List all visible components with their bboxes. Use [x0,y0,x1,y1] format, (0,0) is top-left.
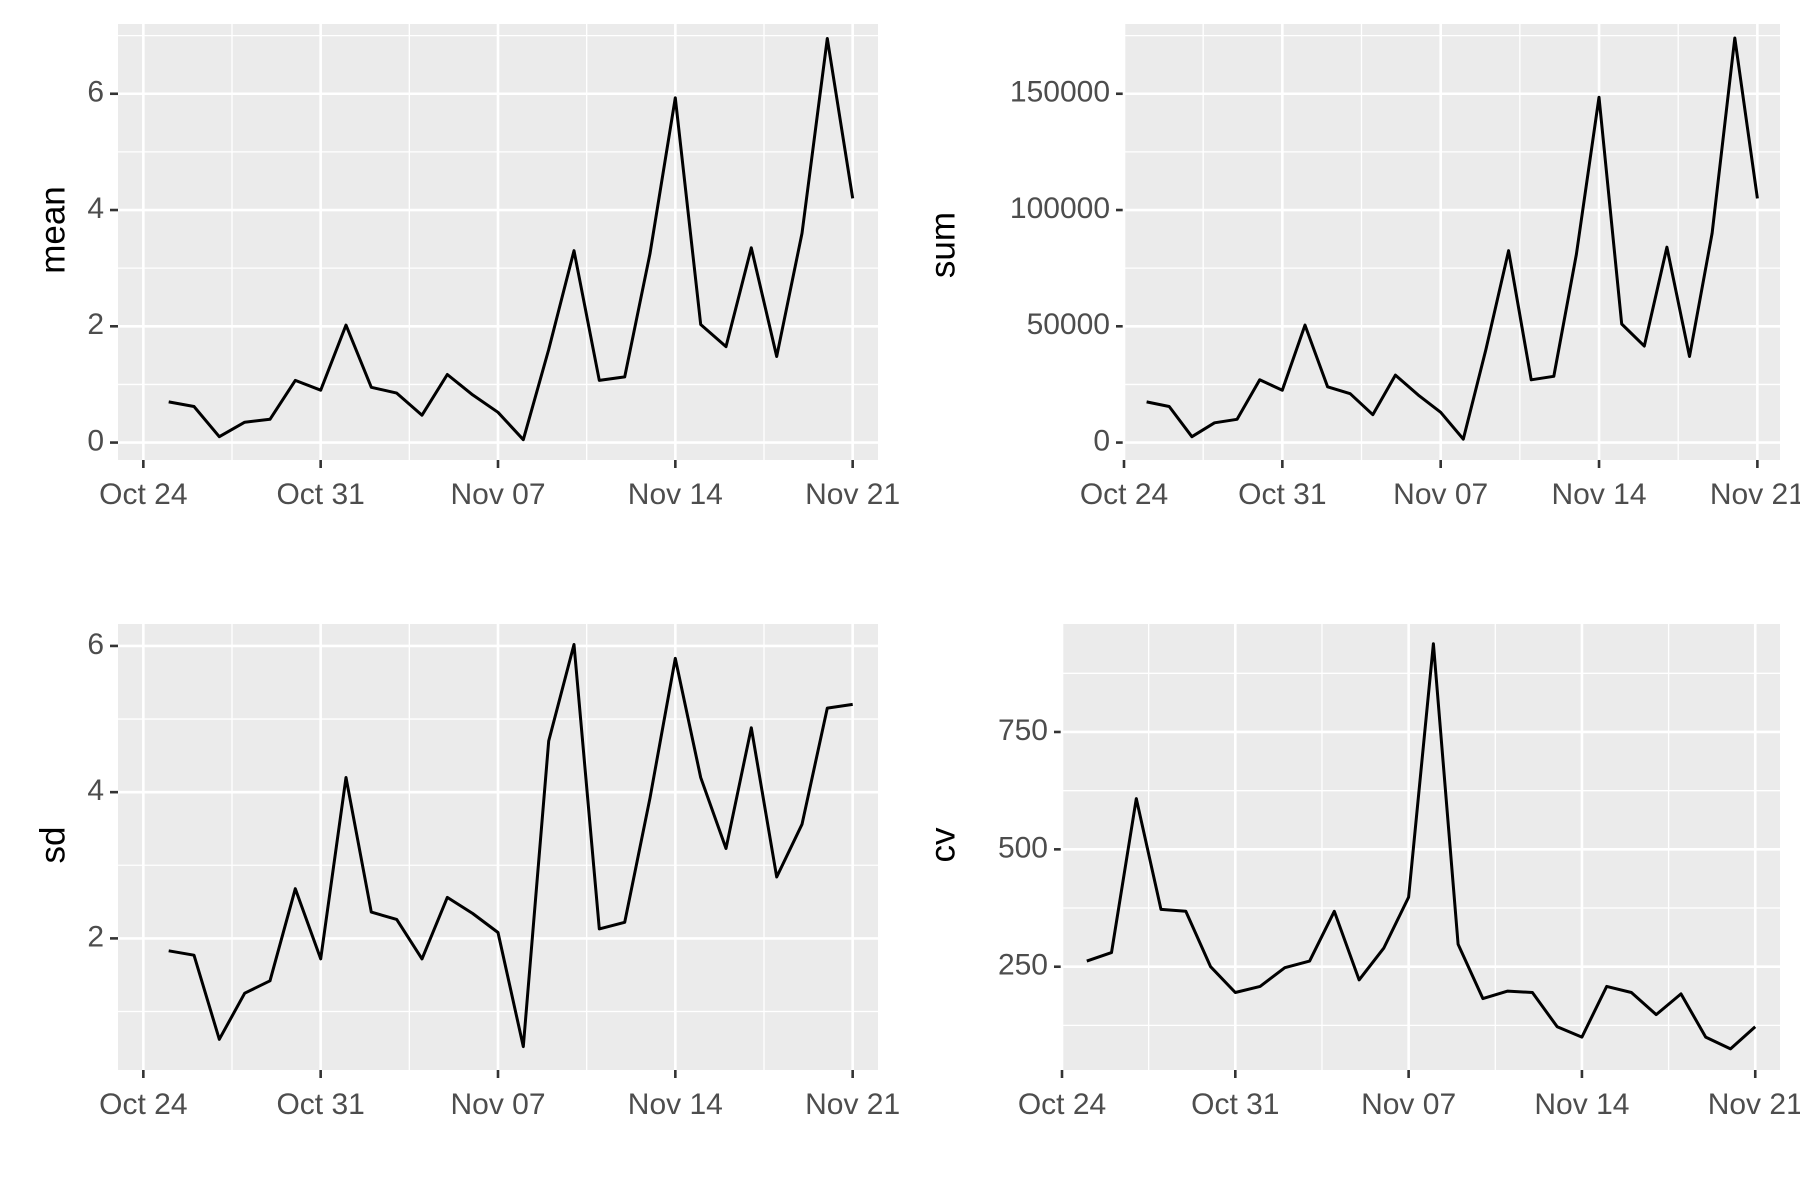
x-tick-label: Oct 31 [276,478,364,511]
series-line-sd [168,643,853,1049]
y-tick-label: 50000 [1027,308,1110,341]
x-tick-label: Oct 24 [99,478,187,511]
x-tick-label: Nov 21 [805,1088,900,1121]
x-tick-label: Nov 14 [628,478,723,511]
x-tick-label: Nov 07 [1393,478,1488,511]
panel-sd: 2 4 6 Oct 24 Oct 31 Nov 07 Nov 14 Nov 21 [87,624,900,1121]
y-tick-label: 0 [1093,424,1110,457]
x-tick-label: Oct 24 [1080,478,1168,511]
series-line-sum [1146,36,1759,441]
x-tick-label: Nov 14 [1552,478,1647,511]
y-tick-label: 6 [87,76,104,109]
y-axis-title-mean: mean [33,186,72,274]
y-tick-label: 750 [998,714,1048,747]
x-tick-label: Oct 24 [1018,1088,1106,1121]
x-tick-label: Nov 14 [628,1088,723,1121]
panel-mean: 0 2 4 6 Oct 24 Oct 31 Nov 07 Nov 14 Nov 21 [87,24,900,511]
y-tick-label: 4 [87,774,104,807]
x-tick-label: Oct 31 [1238,478,1326,511]
y-tick-label: 6 [87,628,104,661]
panel-background-cv [1062,624,1780,1070]
x-tick-label: Nov 21 [1710,478,1800,511]
y-axis-title-cv: cv [923,827,962,863]
x-tick-label: Nov 07 [450,478,545,511]
panel-cv: 250 500 750 Oct 24 Oct 31 Nov 07 Nov 14 Nov 21 [998,624,1800,1121]
x-tick-label: Nov 07 [1361,1088,1456,1121]
y-tick-label: 2 [87,920,104,953]
y-tick-label: 150000 [1010,76,1110,109]
y-tick-label: 250 [998,949,1048,982]
x-tick-label: Nov 14 [1534,1088,1629,1121]
series-line-cv [1086,642,1757,1051]
x-tick-label: Nov 21 [1708,1088,1800,1121]
y-tick-label: 2 [87,308,104,341]
x-tick-label: Nov 07 [450,1088,545,1121]
x-tick-label: Oct 31 [276,1088,364,1121]
y-axis-title-sd: sd [33,827,72,864]
y-tick-label: 500 [998,831,1048,864]
x-tick-label: Oct 31 [1191,1088,1279,1121]
panel-sum: 0 50000 100000 150000 Oct 24 Oct 31 Nov 07 Nov … [1010,24,1800,511]
x-tick-label: Oct 24 [99,1088,187,1121]
y-tick-label: 0 [87,424,104,457]
series-line-mean [168,37,855,442]
y-tick-label: 4 [87,192,104,225]
panel-background-sum [1124,24,1780,460]
x-tick-label: Nov 21 [805,478,900,511]
y-tick-label: 100000 [1010,192,1110,225]
y-axis-title-sum: sum [923,212,962,278]
